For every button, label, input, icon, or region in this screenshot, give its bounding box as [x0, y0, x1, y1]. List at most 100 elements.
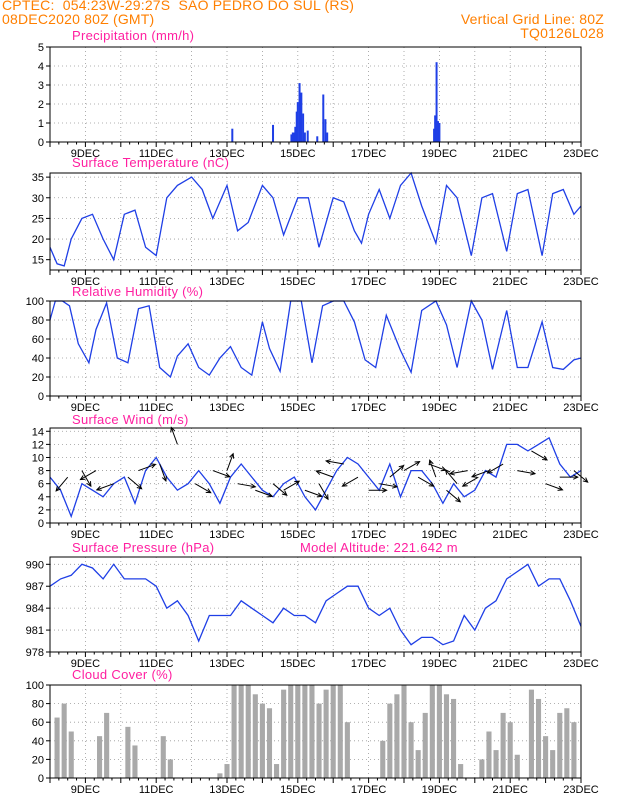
wind-arrow-shaft	[471, 470, 490, 478]
cloud-bar	[514, 754, 520, 778]
wind-arrow-head	[542, 455, 549, 461]
precip-bar	[272, 124, 275, 142]
wind-arrow-head	[316, 492, 323, 498]
cloud-bar	[54, 717, 60, 778]
wind-arrow	[417, 476, 435, 487]
precip-bar	[322, 94, 325, 142]
cloud-bar	[167, 759, 173, 778]
wind-arrow-head	[136, 483, 143, 490]
humidity-ytick-label: 0	[38, 391, 44, 403]
wind-xtick-label: 9DEC	[71, 529, 100, 541]
precip-ytick-label: 5	[38, 42, 44, 54]
wind-arrow	[461, 476, 479, 487]
wind-arrow-head	[95, 485, 102, 491]
cloud-xtick-label: 17DEC	[351, 784, 387, 796]
cloud-bar	[500, 712, 506, 778]
wind-arrow-head	[398, 464, 405, 471]
wind-arrow-shaft	[445, 469, 458, 485]
wind-title: Surface Wind (m/s)	[72, 412, 189, 427]
humidity-xtick-label: 23DEC	[563, 402, 599, 414]
cloud-bar	[493, 750, 499, 778]
wind-ytick-label: 14	[32, 426, 44, 438]
wind-arrow-head	[381, 487, 388, 493]
precip-xtick-label: 19DEC	[422, 148, 458, 160]
cloud-xtick-label: 11DEC	[139, 784, 174, 796]
precip-bar	[293, 132, 296, 142]
humidity-xtick-label: 13DEC	[209, 402, 245, 414]
wind-ytick-label: 2	[38, 505, 44, 517]
precip-bar	[296, 102, 299, 142]
cloud-bar	[337, 685, 343, 778]
wind-arrow-shaft	[304, 489, 322, 497]
precip-panel: 0 1 2 3 4 5 9DEC 11DEC 13DEC 15DEC 17DEC 19DEC 21DEC…	[38, 42, 599, 160]
humidity-panel: 0 20 40 60 80 100 9DEC 11DEC 13DEC 15DEC 17DEC 19DE…	[26, 296, 599, 414]
wind-arrow-shaft	[389, 465, 404, 478]
pressure-ytick-label: 984	[26, 603, 44, 615]
humidity-xtick-label: 17DEC	[351, 402, 387, 414]
cloud-bar	[429, 685, 435, 778]
wind-arrow-head	[573, 474, 579, 480]
cloud-bar	[543, 736, 549, 778]
precip-xtick-label: 11DEC	[139, 148, 174, 160]
precip-xtick-label: 23DEC	[563, 148, 599, 160]
precip-bar	[434, 115, 437, 142]
precip-bar	[302, 113, 305, 142]
header-station: CPTEC: 054:23W-29:27S SAO PEDRO DO SUL (…	[2, 0, 355, 13]
wind-arrow-head	[323, 494, 329, 501]
wind-arrow-shaft	[283, 480, 300, 491]
wind-arrow-shaft	[462, 476, 479, 487]
wind-arrow-head	[391, 483, 399, 489]
pressure-xtick-label: 17DEC	[351, 658, 387, 670]
cloud-bar	[274, 764, 280, 778]
precip-bar	[324, 119, 327, 142]
wind-arrow-head	[86, 481, 92, 488]
wind-ytick-label: 10	[32, 452, 44, 464]
precip-bar	[306, 130, 309, 142]
precip-ytick-label: 1	[38, 118, 44, 130]
cloud-bar	[309, 685, 315, 778]
temp-xtick-label: 9DEC	[71, 276, 100, 288]
humidity-xtick-label: 11DEC	[139, 402, 174, 414]
pressure-line	[49, 563, 582, 646]
wind-arrow-shaft	[342, 476, 359, 487]
wind-arrow-head	[461, 481, 468, 487]
precip-bar	[435, 62, 438, 143]
cloud-bar	[436, 685, 442, 778]
wind-arrow-head	[205, 488, 212, 494]
wind-arrow	[237, 483, 257, 489]
wind-arrow	[138, 463, 157, 472]
wind-arrow-shaft	[318, 483, 329, 500]
temp-xtick-label: 23DEC	[563, 276, 599, 288]
wind-arrow-shaft	[446, 489, 461, 503]
wind-arrow-head	[267, 492, 274, 498]
header-date: 08DEC2020 80Z (GMT)	[2, 11, 155, 27]
cloud-bar	[61, 703, 67, 778]
pressure-xtick-label: 21DEC	[492, 658, 528, 670]
temp-ytick-label: 15	[32, 255, 44, 267]
wind-arrow-head	[161, 475, 167, 483]
wind-ytick-label: 6	[38, 479, 44, 491]
wind-arrow-head	[79, 475, 86, 481]
cloud-bar	[507, 722, 513, 778]
wind-arrow-shaft	[517, 470, 536, 475]
humidity-xtick-label: 19DEC	[422, 402, 458, 414]
cloud-bar	[316, 703, 322, 778]
precip-bar	[300, 92, 303, 142]
precip-bar	[295, 111, 298, 142]
wind-arrow	[368, 487, 388, 493]
cloud-bar	[104, 712, 110, 778]
wind-arrow	[127, 476, 143, 490]
precip-ytick-label: 2	[38, 99, 44, 111]
cloud-bar	[387, 703, 393, 778]
cloud-bar	[451, 698, 457, 778]
wind-arrow	[272, 483, 288, 496]
precip-bar	[294, 126, 297, 142]
wind-arrow-head	[324, 459, 332, 465]
humidity-ytick-label: 60	[32, 334, 44, 346]
cloud-ytick-label: 80	[32, 699, 44, 711]
pressure-ytick-label: 978	[26, 647, 44, 659]
wind-arrow	[81, 470, 92, 488]
wind-arrow	[486, 463, 504, 474]
wind-arrow-shaft	[316, 470, 334, 478]
wind-arrow-shaft	[255, 489, 273, 497]
